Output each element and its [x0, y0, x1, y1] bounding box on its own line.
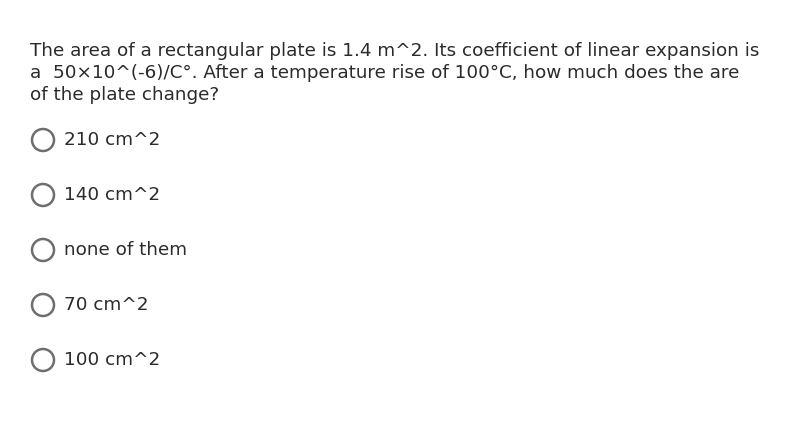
Text: 210 cm^2: 210 cm^2	[64, 131, 161, 149]
Text: 100 cm^2: 100 cm^2	[64, 351, 161, 369]
Text: none of them: none of them	[64, 241, 187, 259]
Text: a  50×10^(-6)/C°. After a temperature rise of 100°C, how much does the are: a 50×10^(-6)/C°. After a temperature ris…	[30, 64, 739, 82]
Text: The area of a rectangular plate is 1.4 m^2. Its coefficient of linear expansion : The area of a rectangular plate is 1.4 m…	[30, 42, 759, 60]
Text: 70 cm^2: 70 cm^2	[64, 296, 149, 314]
Text: 140 cm^2: 140 cm^2	[64, 186, 160, 204]
Text: of the plate change?: of the plate change?	[30, 86, 219, 104]
